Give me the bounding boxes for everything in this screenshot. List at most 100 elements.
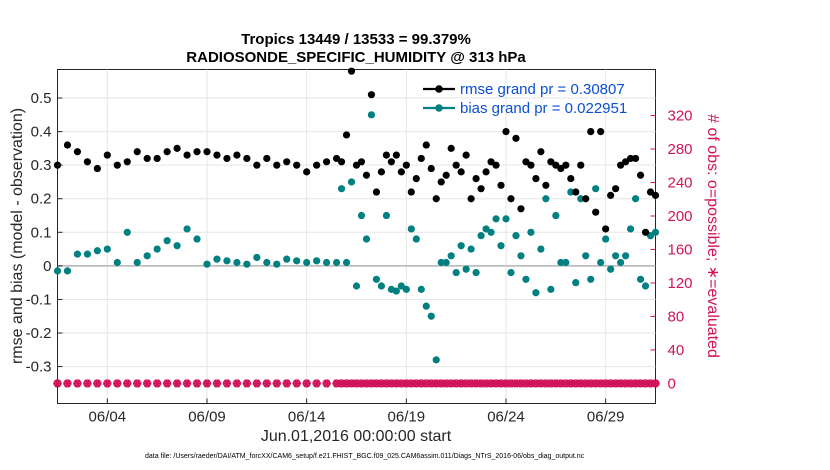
bias-point (622, 252, 630, 260)
rmse-point (507, 195, 515, 203)
bias-point (651, 228, 660, 236)
bias-point (467, 245, 475, 253)
rmse-point (447, 144, 455, 152)
bias-point (447, 252, 455, 260)
bias-point (352, 282, 361, 290)
bias-point (153, 245, 161, 253)
x-tick-label: 06/14 (288, 409, 326, 426)
rmse-point (626, 154, 635, 163)
bias-point (502, 215, 510, 223)
bias-point (407, 225, 415, 233)
bias-point (243, 260, 251, 268)
rmse-point (83, 158, 91, 166)
rmse-point (527, 161, 535, 169)
bias-point (103, 245, 111, 253)
rmse-point (542, 181, 550, 189)
rmse-point (472, 174, 480, 183)
rmse-point (103, 151, 111, 159)
evaluated-count-point (63, 379, 72, 388)
y-right-tick-label: 80 (668, 308, 685, 325)
evaluated-count-point (192, 379, 202, 388)
bias-point (372, 275, 381, 283)
rmse-point (273, 161, 281, 169)
x-tick-label: 06/19 (388, 409, 426, 426)
rmse-point (437, 178, 445, 186)
evaluated-count-point (103, 379, 112, 388)
rmse-point (223, 154, 231, 163)
bias-point (442, 258, 450, 267)
rmse-point (357, 158, 366, 166)
rmse-point (143, 154, 151, 163)
bias-point (472, 268, 480, 277)
rmse-point (397, 168, 405, 176)
bias-point (53, 267, 62, 275)
legend-rmse-label: rmse grand pr = 0.30807 (460, 81, 625, 98)
evaluated-count-point (292, 379, 301, 388)
rmse-point (123, 158, 131, 166)
y-tick-label: 0.5 (31, 90, 52, 107)
bias-point (402, 285, 410, 293)
rmse-point (587, 128, 595, 136)
rmse-point (203, 148, 211, 156)
bias-point (283, 255, 291, 263)
y-tick-label: 0 (43, 258, 51, 275)
rmse-point (417, 154, 425, 163)
x-tick-label: 06/24 (487, 409, 525, 426)
bias-point (547, 285, 555, 293)
bias-point (183, 225, 191, 233)
bias-point (592, 185, 600, 193)
bias-point (253, 253, 261, 262)
rmse-series (53, 67, 660, 236)
evaluated-count-point (162, 379, 172, 388)
y-tick-label: 0.3 (31, 157, 52, 174)
evaluated-count-point (272, 379, 281, 388)
bias-point (347, 178, 356, 186)
plot-area (57, 69, 656, 404)
bias-point (133, 258, 141, 267)
rmse-point (377, 168, 386, 176)
bias-point (342, 258, 351, 267)
rmse-point (577, 161, 585, 169)
rmse-point (497, 181, 505, 189)
bias-point (73, 250, 82, 258)
bias-point (517, 252, 525, 260)
bias-point (567, 188, 575, 196)
x-tick-label: 06/09 (188, 409, 226, 426)
evaluated-count-point (232, 379, 242, 388)
rmse-point (612, 185, 620, 193)
bias-point (617, 258, 625, 267)
rmse-point (492, 161, 500, 169)
rmse-point (193, 148, 201, 156)
bias-point (602, 235, 610, 243)
rmse-point (537, 148, 545, 156)
bias-point (203, 260, 211, 268)
legend: rmse grand pr = 0.30807 bias grand pr = … (423, 81, 627, 117)
bias-point (626, 225, 635, 233)
y-tick-label: 0.2 (31, 191, 52, 208)
bias-point (557, 258, 565, 267)
bias-point (452, 268, 460, 277)
rmse-point (452, 161, 460, 169)
rmse-point (502, 128, 510, 136)
bias-point (163, 237, 171, 245)
evaluated-count-point (182, 379, 192, 388)
rmse-point (73, 148, 82, 156)
y-axis-label: rmse and bias (model - observation) (9, 108, 26, 364)
rmse-point (641, 228, 650, 236)
rmse-point (462, 151, 470, 159)
rmse-point (133, 148, 141, 156)
rmse-point (427, 164, 435, 173)
evaluated-count-point (242, 379, 252, 388)
evaluated-count-point (212, 379, 222, 388)
rmse-point (313, 161, 321, 169)
rmse-point (467, 195, 475, 203)
rmse-point (422, 141, 430, 149)
bias-point (552, 211, 560, 220)
rmse-point (283, 158, 291, 166)
rmse-point (512, 134, 520, 142)
rmse-point (93, 164, 101, 173)
rmse-point (477, 185, 485, 193)
bias-point (492, 215, 500, 223)
bias-point (577, 195, 585, 203)
bias-point (63, 267, 72, 275)
